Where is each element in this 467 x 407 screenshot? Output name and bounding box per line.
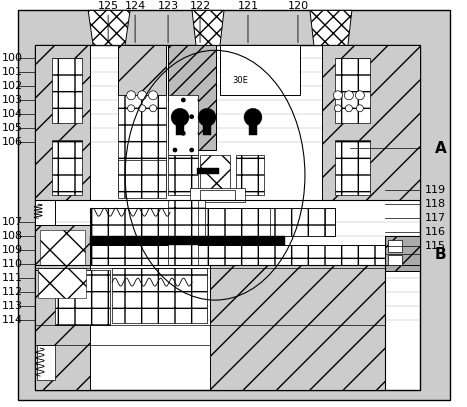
Bar: [18, 385, 450, 400]
Circle shape: [344, 91, 354, 100]
Bar: [18, 10, 450, 45]
Text: 102: 102: [2, 81, 23, 91]
Bar: [236, 155, 264, 195]
Polygon shape: [310, 10, 352, 45]
Bar: [322, 45, 420, 200]
Text: 112: 112: [2, 287, 23, 297]
Circle shape: [333, 91, 342, 100]
Bar: [249, 117, 257, 135]
Text: 121: 121: [237, 1, 259, 11]
Bar: [118, 95, 166, 195]
Text: 100: 100: [2, 53, 23, 63]
Bar: [385, 236, 420, 271]
Bar: [40, 230, 85, 265]
Bar: [18, 10, 35, 400]
Circle shape: [127, 105, 134, 112]
Bar: [203, 117, 211, 135]
Text: 108: 108: [2, 231, 23, 241]
Circle shape: [149, 91, 157, 100]
Text: 116: 116: [425, 227, 446, 237]
Circle shape: [138, 91, 147, 100]
Text: 106: 106: [2, 137, 23, 147]
Text: 30E: 30E: [232, 76, 248, 85]
Bar: [35, 265, 385, 390]
Text: 110: 110: [2, 259, 23, 269]
Bar: [168, 155, 198, 195]
Bar: [52, 58, 82, 123]
Text: B: B: [435, 247, 446, 262]
Circle shape: [149, 105, 156, 112]
Bar: [335, 58, 370, 123]
Text: 125: 125: [98, 1, 119, 11]
Bar: [270, 208, 325, 236]
Text: 105: 105: [2, 123, 23, 133]
Text: 114: 114: [2, 315, 23, 325]
Bar: [90, 245, 385, 265]
Text: 117: 117: [425, 213, 446, 223]
Bar: [37, 345, 55, 380]
Bar: [35, 200, 55, 225]
Bar: [118, 45, 166, 95]
Bar: [52, 140, 82, 195]
Circle shape: [127, 91, 135, 100]
Circle shape: [244, 108, 262, 126]
Bar: [190, 188, 245, 202]
Bar: [176, 117, 184, 135]
Text: 113: 113: [2, 301, 23, 311]
Bar: [335, 140, 370, 195]
Bar: [168, 200, 198, 265]
Text: 109: 109: [2, 245, 23, 255]
Bar: [388, 255, 402, 265]
Bar: [388, 240, 402, 252]
Text: 124: 124: [125, 1, 146, 11]
Polygon shape: [192, 10, 224, 45]
Bar: [118, 160, 166, 198]
Bar: [35, 45, 420, 390]
Circle shape: [355, 91, 364, 100]
Text: 115: 115: [425, 241, 446, 251]
Bar: [220, 45, 300, 95]
Text: 122: 122: [190, 1, 211, 11]
Bar: [385, 236, 420, 271]
Circle shape: [171, 108, 189, 126]
Bar: [200, 155, 230, 195]
Text: 107: 107: [2, 217, 23, 227]
Circle shape: [139, 105, 146, 112]
Circle shape: [356, 105, 363, 112]
Bar: [168, 95, 198, 155]
Bar: [55, 270, 110, 325]
Text: 119: 119: [425, 185, 446, 195]
Bar: [35, 265, 90, 390]
Bar: [38, 268, 86, 298]
Bar: [90, 236, 285, 245]
Text: 103: 103: [2, 95, 23, 105]
Circle shape: [334, 105, 341, 112]
Bar: [168, 45, 216, 150]
Bar: [35, 45, 90, 200]
Bar: [90, 208, 335, 236]
Bar: [210, 265, 385, 390]
Text: 123: 123: [157, 1, 178, 11]
Text: 120: 120: [287, 1, 309, 11]
Bar: [35, 225, 90, 270]
Text: 111: 111: [2, 273, 23, 283]
Bar: [200, 190, 235, 200]
Polygon shape: [88, 10, 130, 45]
Bar: [112, 268, 207, 323]
Circle shape: [198, 108, 216, 126]
Text: A: A: [435, 141, 446, 156]
Text: 118: 118: [425, 199, 446, 209]
Circle shape: [346, 105, 353, 112]
Bar: [420, 10, 450, 400]
Bar: [175, 200, 205, 236]
Text: 104: 104: [2, 109, 23, 119]
Text: 101: 101: [2, 67, 23, 77]
Bar: [197, 168, 219, 174]
